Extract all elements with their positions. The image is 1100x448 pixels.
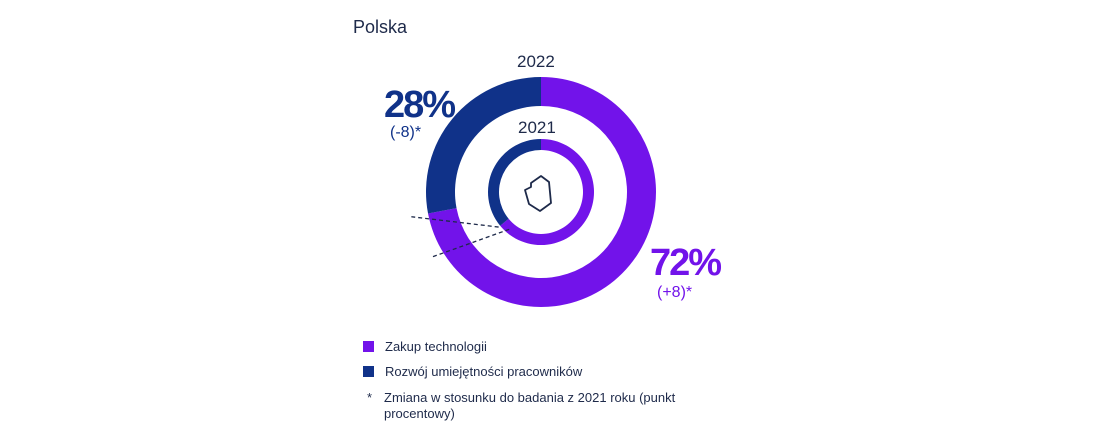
data-label-skills-2022: 28% (384, 84, 456, 126)
legend-item-skills: Rozwój umiejętności pracowników (363, 364, 582, 379)
footnote-symbol: * (367, 390, 373, 405)
data-label-technology-2022: 72% (650, 242, 722, 284)
outer-ring-2022 (425, 77, 656, 307)
change-label-technology: (+8)* (657, 284, 693, 301)
slice-2021-skills (488, 139, 541, 226)
legend-item-technology: Zakup technologii (363, 339, 487, 354)
change-label-skills: (-8)* (390, 124, 422, 141)
legend-label: Zakup technologii (385, 339, 487, 354)
chart-title: Polska (353, 17, 408, 37)
legend-label: Rozwój umiejętności pracowników (385, 364, 583, 379)
ring-label-2022: 2022 (517, 52, 555, 71)
poland-map-outline-icon (524, 175, 552, 212)
legend-swatch-purple (363, 341, 374, 352)
legend-swatch-blue (363, 366, 374, 377)
leader-line-upper (411, 216, 499, 228)
footnote: * Zmiana w stosunku do badania z 2021 ro… (367, 390, 704, 422)
leader-lines (411, 216, 510, 258)
ring-label-2021: 2021 (518, 118, 556, 137)
slice-2021-technology (500, 139, 594, 246)
footnote-text: Zmiana w stosunku do badania z 2021 roku… (384, 390, 676, 421)
inner-ring-2021 (488, 139, 594, 246)
slice-2022-skills (425, 77, 541, 214)
